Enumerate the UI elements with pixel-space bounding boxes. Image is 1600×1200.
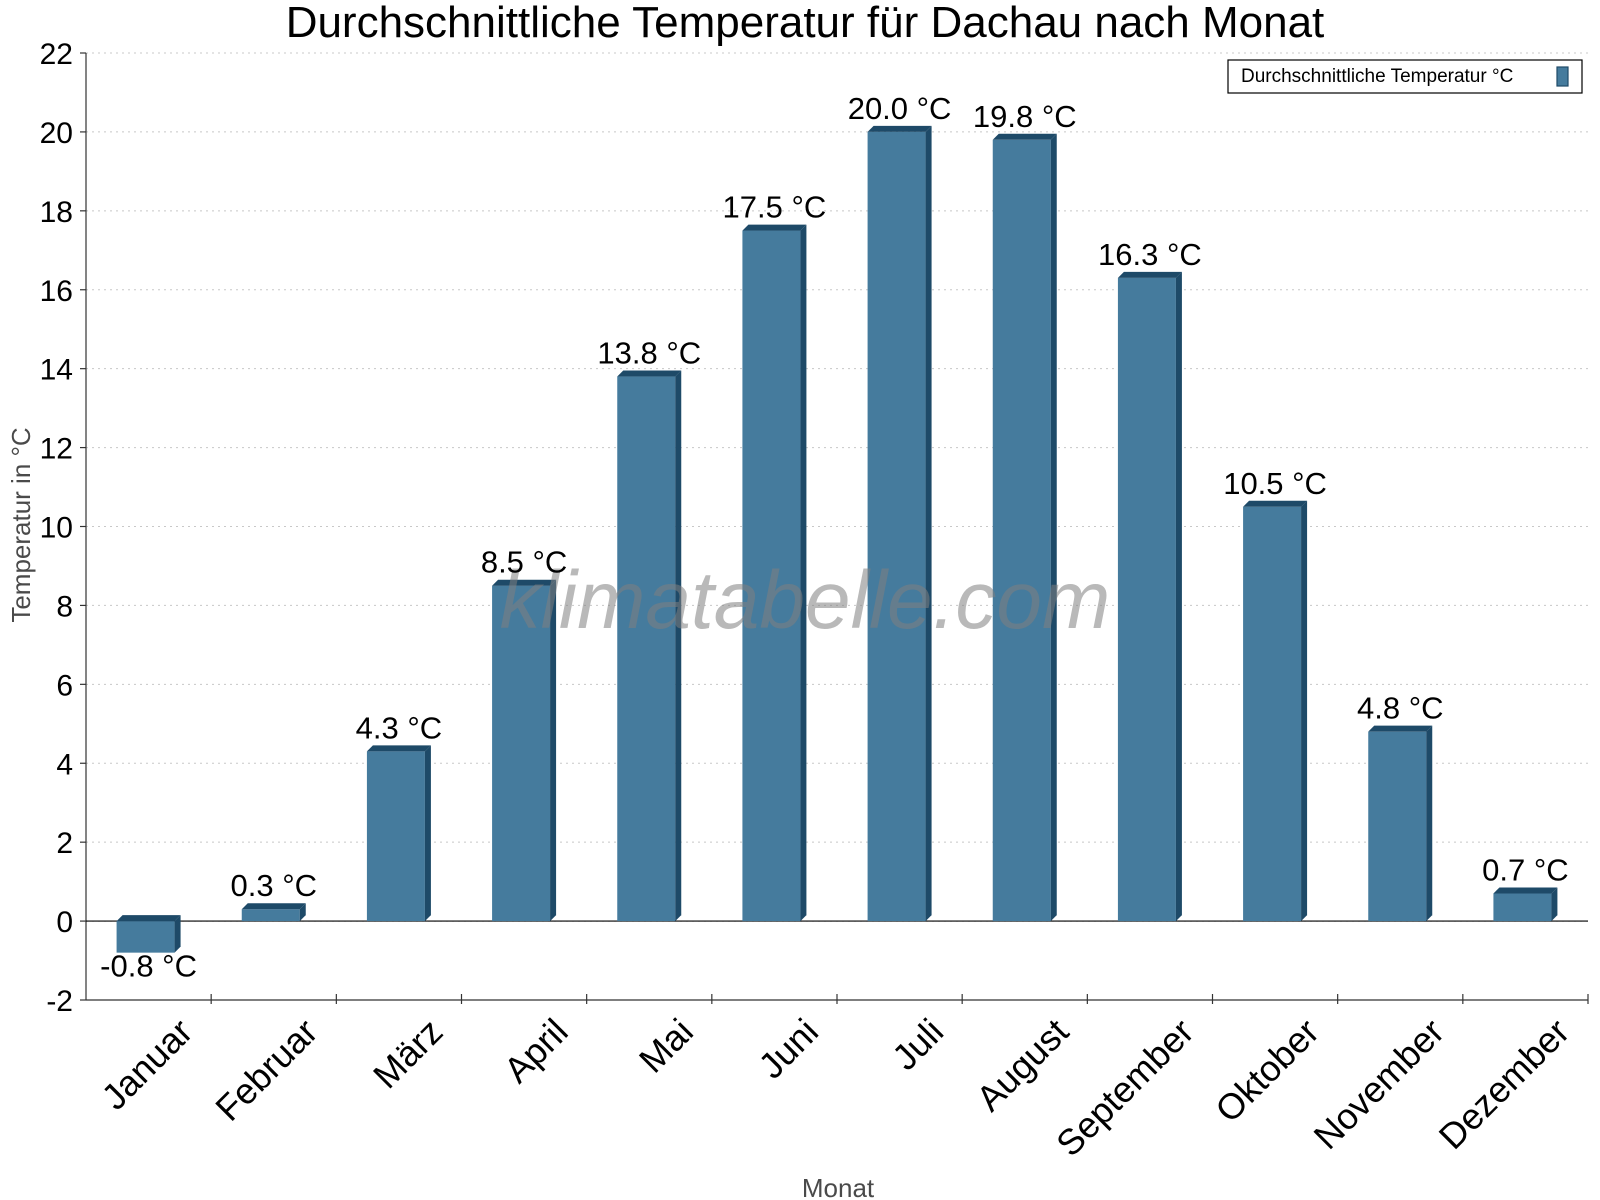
y-tick-label: 12 [40, 433, 73, 466]
y-tick-label: 0 [56, 906, 73, 939]
x-tick-label: September [1048, 1011, 1202, 1165]
bar-side [800, 224, 807, 922]
y-tick-label: 22 [40, 38, 73, 71]
data-label: -0.8 °C [100, 949, 197, 984]
bar-face [492, 585, 551, 922]
bar [241, 903, 306, 922]
x-tick-label: März [365, 1011, 451, 1097]
bar-top [992, 133, 1057, 140]
data-label-layer: -0.8 °C 0.3 °C 4.3 °C 8.5 °C 13.8 °C 17.5 °C 2… [100, 91, 1568, 984]
bar-top [742, 224, 807, 231]
x-tick-label: April [496, 1011, 576, 1091]
x-tick-label: Dezember [1431, 1011, 1577, 1157]
bar-face [241, 909, 300, 922]
grid-layer [86, 52, 1588, 1001]
bar-face [867, 131, 926, 922]
bar [366, 745, 431, 922]
x-axis-title: Monat [802, 1173, 875, 1200]
bar-top [241, 903, 306, 910]
x-tick-label: Januar [93, 1011, 200, 1118]
data-label: 4.8 °C [1357, 691, 1444, 726]
bar [492, 579, 557, 922]
bar-side [550, 579, 557, 922]
y-tick-label: 2 [56, 827, 73, 860]
y-tick-label: 14 [40, 354, 73, 387]
bar-side [675, 370, 682, 922]
data-label: 13.8 °C [597, 336, 701, 371]
data-label: 0.3 °C [231, 868, 318, 903]
bar-face [742, 230, 801, 922]
bar [742, 224, 807, 922]
y-tick-label: 8 [56, 590, 73, 623]
bar-top [366, 745, 431, 752]
chart-title: Durchschnittliche Temperatur für Dachau … [286, 0, 1325, 47]
x-tick-label: November [1305, 1011, 1451, 1157]
legend-swatch [1556, 66, 1569, 87]
watermark: klimatabelle.com [500, 555, 1111, 646]
bar-side [174, 915, 181, 953]
bar-face [617, 376, 676, 922]
y-tick-label: 6 [56, 669, 73, 702]
x-tick-label: Februar [207, 1011, 325, 1129]
bar-side [424, 745, 431, 922]
x-tick-label: Juni [750, 1011, 826, 1087]
bar-side [1426, 725, 1433, 922]
data-label: 17.5 °C [723, 190, 827, 225]
bar-side [1050, 133, 1057, 922]
bar-face [1493, 893, 1552, 922]
bar-side [299, 903, 306, 922]
data-label: 10.5 °C [1223, 466, 1327, 501]
y-tick-label: 20 [40, 117, 73, 150]
y-tick-label: 10 [40, 512, 73, 545]
data-label: 8.5 °C [481, 545, 568, 580]
bar-side [1551, 887, 1558, 922]
data-label: 20.0 °C [848, 91, 952, 126]
bar-face [116, 921, 175, 953]
bar-top [1368, 725, 1433, 732]
bar-top [1117, 271, 1182, 278]
bar-top [1493, 887, 1558, 894]
bar [1368, 725, 1433, 922]
bar-side [1175, 271, 1182, 922]
x-tick-label: Juli [884, 1011, 951, 1078]
data-label: 0.7 °C [1482, 852, 1569, 887]
y-tick-label: 16 [40, 275, 73, 308]
bar-side [1301, 500, 1308, 922]
bar-top [617, 370, 682, 377]
bar-face [366, 751, 425, 922]
bar-top [116, 915, 181, 922]
bar-face [992, 139, 1051, 922]
bar-face [1243, 506, 1302, 922]
data-label: 16.3 °C [1098, 237, 1202, 272]
y-tick-label: 18 [40, 196, 73, 229]
bar-top [867, 125, 932, 132]
bar-side [925, 125, 932, 922]
bar [1117, 271, 1182, 922]
bar-face [1117, 277, 1176, 922]
bar-layer [116, 125, 1558, 953]
data-label: 4.3 °C [356, 710, 443, 745]
bar-top [492, 579, 557, 586]
legend: Durchschnittliche Temperatur °C [1227, 59, 1583, 94]
bar-top [1243, 500, 1308, 507]
bar [116, 915, 181, 953]
legend-label: Durchschnittliche Temperatur °C [1241, 66, 1513, 87]
legend-box [1227, 59, 1583, 94]
data-label: 19.8 °C [973, 99, 1077, 134]
y-axis-title: Temperatur in °C [6, 427, 36, 622]
bar [1243, 500, 1308, 922]
bar [617, 370, 682, 922]
y-tick-label: 4 [56, 748, 73, 781]
x-tick-label: Mai [631, 1011, 701, 1081]
y-tick-label: -2 [46, 985, 73, 1018]
bar-face [1368, 731, 1427, 922]
bar [992, 133, 1057, 922]
bar [1493, 887, 1558, 922]
x-tick-label: August [968, 1011, 1076, 1119]
bar [867, 125, 932, 922]
x-tick-label: Oktober [1207, 1011, 1327, 1131]
